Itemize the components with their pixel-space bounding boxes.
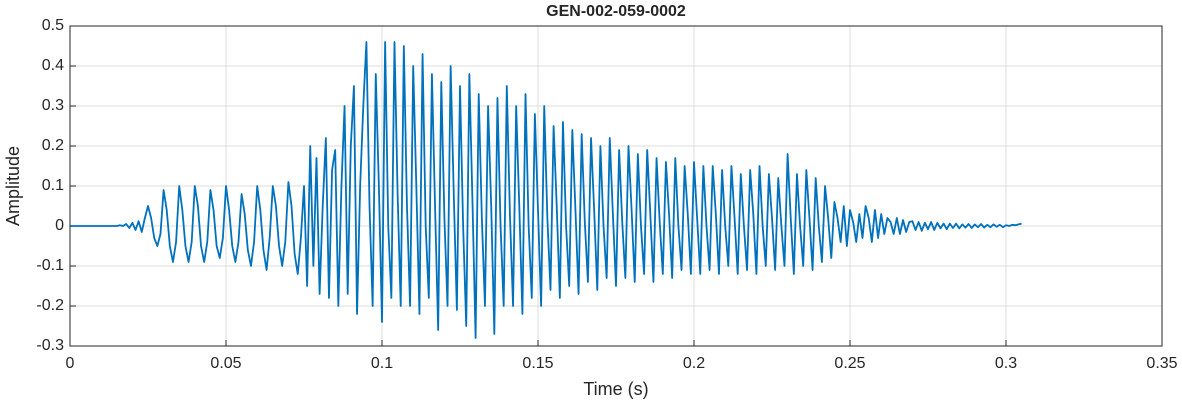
- y-tick-label: 0.2: [42, 137, 64, 154]
- y-tick-label: 0.3: [42, 97, 64, 114]
- plot-frame: [69, 25, 1163, 347]
- chart-title: GEN-002-059-0002: [546, 3, 686, 20]
- x-tick-label: 0.25: [834, 355, 865, 372]
- x-tick-label: 0.05: [210, 355, 241, 372]
- x-tick-label: 0.15: [522, 355, 553, 372]
- x-axis-label: Time (s): [583, 379, 648, 399]
- x-tick-label: 0.3: [995, 355, 1017, 372]
- y-tick-label: 0.5: [42, 17, 64, 34]
- y-tick-label: -0.3: [36, 337, 64, 354]
- y-tick-label: 0.4: [42, 57, 64, 74]
- y-axis-label: Amplitude: [3, 146, 23, 226]
- x-tick-label: 0.2: [683, 355, 705, 372]
- x-tick-label: 0.1: [371, 355, 393, 372]
- y-tick-label: 0: [55, 217, 64, 234]
- y-tick-label: -0.1: [36, 257, 64, 274]
- x-tick-label: 0.35: [1146, 355, 1177, 372]
- x-tick-label: 0: [66, 355, 75, 372]
- y-tick-label: 0.1: [42, 177, 64, 194]
- y-tick-label: -0.2: [36, 297, 64, 314]
- waveform-line: [70, 41, 1022, 339]
